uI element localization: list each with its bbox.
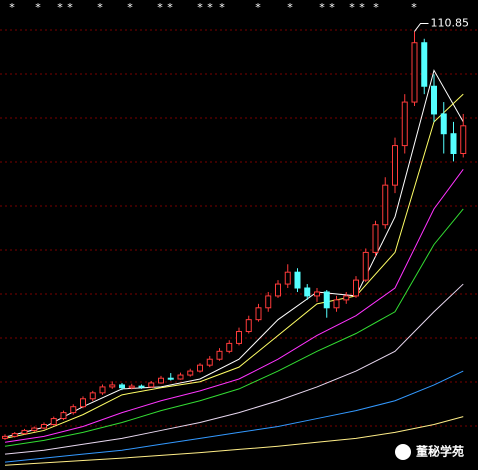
- candle-body: [148, 382, 155, 388]
- marker: *: [349, 1, 355, 14]
- marker: *: [329, 1, 335, 14]
- candle-body: [372, 224, 379, 253]
- candle-body: [401, 101, 408, 147]
- marker: *: [127, 1, 133, 14]
- candle-body: [314, 291, 320, 297]
- candle-body: [70, 406, 77, 414]
- candle-body: [187, 370, 194, 376]
- ma-line: [4, 93, 464, 439]
- candle-body: [31, 427, 38, 431]
- candle-body: [294, 271, 301, 289]
- watermark: 董秘学苑: [395, 444, 464, 460]
- candle-body: [236, 331, 242, 344]
- candle-body: [226, 342, 233, 352]
- marker: *: [219, 1, 225, 14]
- marker: *: [167, 1, 173, 14]
- candle-body: [138, 385, 145, 388]
- candle-body: [158, 377, 164, 384]
- candle-body: [421, 42, 428, 87]
- watermark-icon: [395, 444, 411, 460]
- marker: *: [255, 1, 261, 14]
- candle-body: [460, 125, 467, 155]
- candle-body: [255, 307, 262, 321]
- candle-body: [333, 299, 340, 309]
- marker: *: [67, 1, 73, 14]
- marker: *: [157, 1, 163, 14]
- marker: *: [373, 1, 379, 14]
- candle-body: [21, 429, 28, 435]
- candle-body: [304, 287, 311, 297]
- ma-line: [4, 416, 464, 466]
- high-label: 110.85: [431, 16, 470, 29]
- candle-body: [80, 398, 86, 408]
- marker: *: [57, 1, 63, 14]
- ma-line: [4, 370, 464, 463]
- candle-body: [119, 384, 125, 389]
- candle-body: [177, 374, 184, 380]
- candle-body: [60, 412, 67, 420]
- candle-body: [392, 145, 398, 186]
- marker: *: [9, 1, 15, 14]
- ma-line: [4, 283, 464, 455]
- marker: *: [97, 1, 103, 14]
- candle-body: [99, 386, 106, 394]
- marker: *: [359, 1, 365, 14]
- candle-body: [216, 350, 223, 360]
- candle-body: [167, 377, 174, 380]
- candle-body: [362, 251, 369, 281]
- candle-body: [284, 271, 291, 285]
- candle-body: [206, 358, 213, 366]
- marker: *: [207, 1, 213, 14]
- candle-body: [245, 319, 252, 333]
- marker: *: [35, 1, 41, 14]
- candle-body: [11, 433, 18, 437]
- candle-body: [411, 42, 418, 103]
- label-leader: [414, 22, 429, 32]
- candle-body: [41, 424, 47, 429]
- candle-body: [89, 392, 96, 400]
- marker: *: [319, 1, 325, 14]
- candle-body: [2, 435, 8, 439]
- candle-body: [50, 418, 57, 426]
- candle-body: [197, 364, 203, 372]
- candle-body: [353, 279, 359, 297]
- candle-body: [431, 85, 437, 115]
- candle-body: [450, 133, 457, 155]
- watermark-text: 董秘学苑: [416, 444, 464, 459]
- ma-line: [4, 69, 464, 438]
- candle-body: [323, 291, 330, 309]
- candle-body: [265, 295, 272, 309]
- ma-line: [4, 208, 464, 447]
- marker: *: [197, 1, 203, 14]
- marker: *: [411, 1, 417, 14]
- candle-body: [343, 295, 350, 301]
- candle-body: [275, 283, 281, 297]
- marker: *: [287, 1, 293, 14]
- ma-line: [4, 169, 464, 443]
- candle-body: [382, 184, 389, 226]
- candle-body: [440, 113, 447, 135]
- candle-body: [128, 385, 135, 389]
- candle-body: [109, 384, 116, 388]
